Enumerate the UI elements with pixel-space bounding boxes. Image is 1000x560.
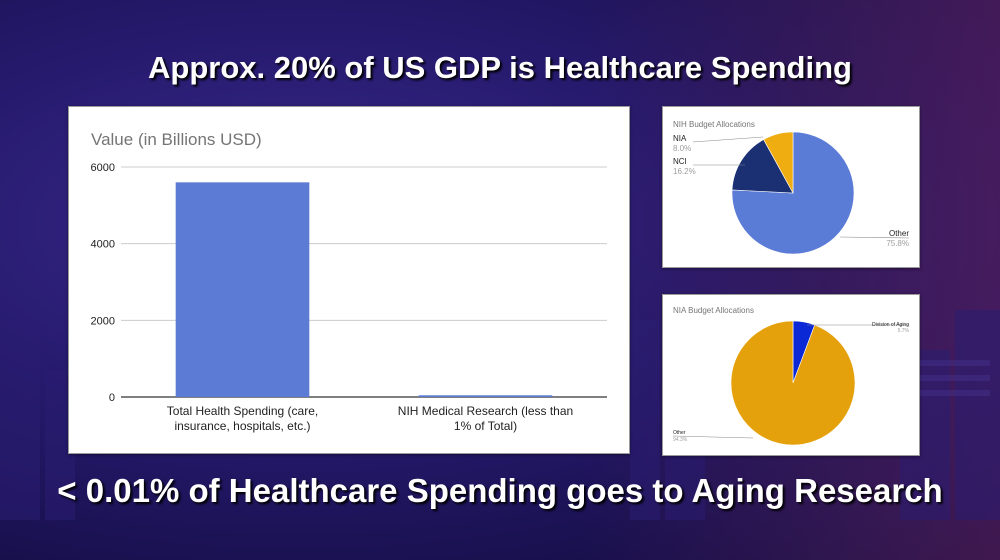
y-tick-label: 0 (109, 392, 115, 404)
pie-leader-line (839, 236, 910, 239)
bar-chart-panel: Value (in Billions USD) 0 2000 4000 6000 Tot… (68, 106, 630, 454)
pie-slice-percent: 94.3% (673, 437, 688, 443)
x-tick-label: 1% of Total) (454, 419, 517, 433)
pie-slice-label: NCI (673, 157, 687, 166)
x-tick-label: Total Health Spending (care, (167, 404, 318, 418)
slide-title: Approx. 20% of US GDP is Healthcare Spen… (148, 50, 852, 85)
x-tick-label: insurance, hospitals, etc.) (174, 419, 310, 433)
y-tick-label: 4000 (91, 239, 115, 251)
pie-leader-line (692, 136, 764, 143)
pie-slice-label: Division of Aging (872, 322, 909, 328)
pie-slice-label: Other (673, 430, 686, 436)
nih-pie-panel: NIH Budget Allocations Other 75.8% NCI 16.2… (662, 106, 920, 268)
bar (418, 395, 553, 397)
slide-subtitle: < 0.01% of Healthcare Spending goes to A… (57, 472, 943, 509)
nia-pie-panel: NIA Budget Allocations Division of Aging… (662, 294, 920, 456)
pie-slice (763, 131, 794, 194)
bar-chart-title: Value (in Billions USD) (91, 130, 262, 149)
pie-slice-label: NIA (673, 134, 687, 143)
pie-slice (731, 139, 794, 194)
pie-slice-label: Other (889, 229, 909, 238)
pie-slice-percent: 8.0% (673, 144, 691, 153)
x-tick-label: NIH Medical Research (less than (398, 404, 573, 418)
nih-pie-title: NIH Budget Allocations (673, 120, 755, 129)
bar-chart: Value (in Billions USD) 0 2000 4000 6000 Tot… (91, 130, 607, 433)
bar (175, 182, 310, 397)
y-tick-label: 6000 (91, 162, 115, 174)
pie-slice (730, 320, 856, 446)
nia-pie-title: NIA Budget Allocations (673, 306, 754, 315)
pie-leader-line (672, 435, 754, 439)
pie-slice-percent: 75.8% (886, 239, 909, 248)
y-tick-label: 2000 (91, 315, 115, 327)
pie-slice-percent: 5.7% (898, 328, 910, 334)
pie-slice-percent: 16.2% (673, 167, 696, 176)
nia-pie-chart: NIA Budget Allocations Division of Aging… (672, 306, 910, 446)
